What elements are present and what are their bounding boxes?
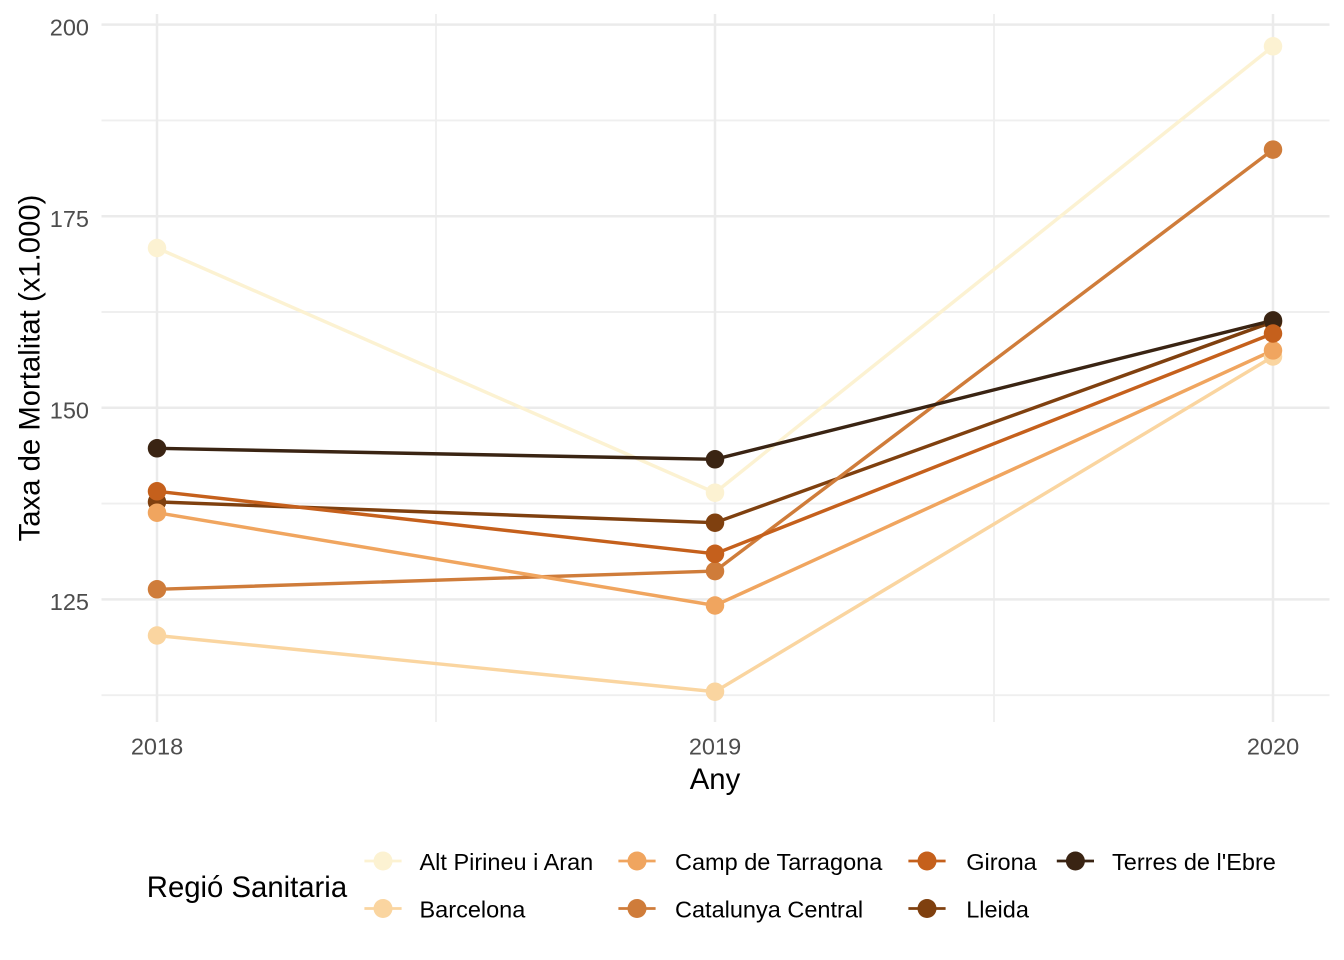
svg-text:Girona: Girona (966, 849, 1037, 875)
svg-text:Regió Sanitaria: Regió Sanitaria (147, 871, 348, 904)
svg-text:Catalunya Central: Catalunya Central (675, 897, 863, 923)
svg-text:Barcelona: Barcelona (420, 897, 527, 923)
svg-text:125: 125 (50, 589, 89, 615)
svg-text:2020: 2020 (1247, 734, 1299, 760)
svg-text:Alt Pirineu i Aran: Alt Pirineu i Aran (420, 849, 594, 875)
svg-text:200: 200 (50, 14, 89, 40)
svg-text:Camp de Tarragona: Camp de Tarragona (675, 849, 883, 875)
svg-text:2018: 2018 (131, 734, 183, 760)
svg-text:Terres de l'Ebre: Terres de l'Ebre (1112, 849, 1276, 875)
svg-text:Taxa de Mortalitat (x1.000): Taxa de Mortalitat (x1.000) (14, 195, 47, 542)
svg-text:150: 150 (50, 398, 89, 424)
svg-text:Any: Any (690, 763, 741, 796)
svg-text:2019: 2019 (689, 734, 741, 760)
svg-text:175: 175 (50, 206, 89, 232)
svg-text:Lleida: Lleida (966, 897, 1030, 923)
